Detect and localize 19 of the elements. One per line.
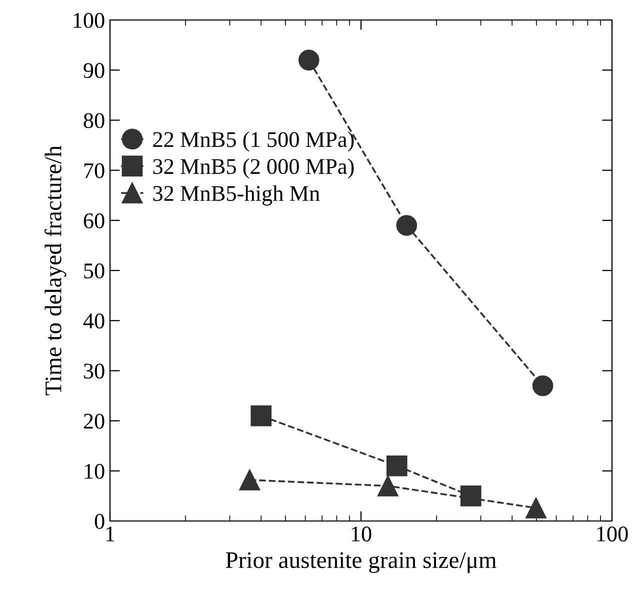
- x-tick-label: 10: [352, 526, 372, 542]
- y-tick-label: 50: [84, 263, 104, 278]
- x-tick-label: 1: [106, 526, 114, 542]
- y-tick-label: 70: [84, 163, 104, 178]
- legend-label: 22 MnB5 (1 500 MPa): [153, 131, 354, 152]
- x-tick-label: 100: [597, 526, 628, 542]
- y-tick-label: 30: [84, 364, 104, 379]
- legend-label: 32 MnB5-high Mn: [153, 185, 320, 206]
- y-axis-title: Time to delayed fracture/h: [44, 146, 66, 396]
- y-tick-label: 20: [84, 414, 104, 429]
- y-tick-label: 90: [84, 63, 104, 78]
- y-tick-label: 10: [84, 464, 104, 479]
- y-tick-label: 40: [83, 314, 104, 329]
- y-tick-label: 80: [84, 113, 104, 128]
- legend-label: 32 MnB5 (2 000 MPa): [153, 158, 354, 179]
- y-tick-label: 0: [94, 514, 104, 529]
- y-tick-label: 100: [74, 12, 104, 28]
- y-tick-label: 60: [84, 213, 104, 228]
- x-axis-title: Prior austenite grain size/μm: [226, 552, 496, 573]
